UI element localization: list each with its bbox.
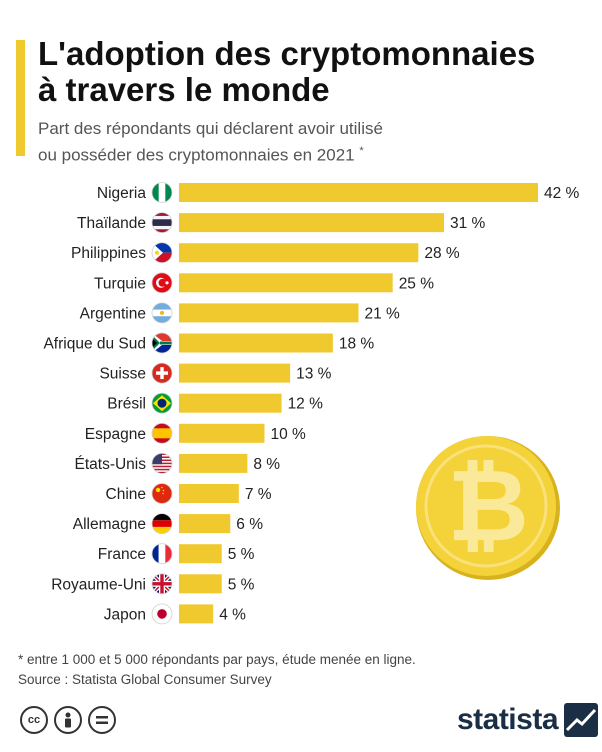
value-label: 7 %	[245, 486, 272, 503]
thailand-flag-icon	[151, 212, 173, 234]
bar	[179, 574, 222, 594]
title-line-2: à travers le monde	[38, 71, 330, 108]
value-label: 12 %	[288, 396, 324, 413]
value-label: 31 %	[450, 215, 486, 232]
value-label: 5 %	[228, 546, 255, 563]
category-label: Nigeria	[97, 185, 146, 202]
bar	[179, 273, 393, 293]
subtitle-footnote-marker: *	[359, 145, 364, 157]
bar	[179, 183, 538, 202]
category-label: Turquie	[94, 275, 146, 292]
bar	[179, 604, 214, 624]
category-label: Japon	[104, 606, 146, 623]
category-label: Suisse	[99, 366, 146, 383]
value-label: 25 %	[399, 275, 435, 292]
brand-name: statista	[456, 703, 559, 736]
value-label: 8 %	[253, 456, 280, 473]
statista-brand[interactable]: statista	[398, 700, 598, 740]
category-label: Thaïlande	[77, 215, 146, 232]
value-label: 4 %	[219, 606, 246, 623]
category-label: Espagne	[85, 426, 146, 443]
bar	[179, 363, 291, 383]
value-label: 10 %	[270, 426, 306, 443]
value-label: 28 %	[424, 245, 460, 262]
nd-icon[interactable]	[88, 706, 116, 734]
germany-flag-icon	[151, 513, 173, 534]
bar	[179, 453, 248, 473]
spain-flag-icon	[151, 422, 173, 444]
category-label: Philippines	[71, 245, 146, 262]
category-label: Afrique du Sud	[43, 336, 146, 353]
subtitle-line-1: Part des répondants qui déclarent avoir …	[38, 119, 383, 138]
chart-footnote: * entre 1 000 et 5 000 répondants par pa…	[18, 650, 588, 690]
brazil-flag-icon	[151, 392, 173, 414]
switzerland-flag-icon	[151, 362, 173, 384]
statista-logo-icon	[564, 703, 598, 737]
category-label: Allemagne	[73, 516, 146, 533]
uk-flag-icon	[151, 573, 173, 595]
footnote-source: Source : Statista Global Consumer Survey	[18, 672, 272, 687]
value-label: 21 %	[365, 305, 401, 322]
argentina-flag-icon	[151, 302, 173, 324]
category-label: Chine	[106, 486, 147, 503]
bar	[179, 484, 239, 503]
bar	[179, 544, 222, 564]
south-africa-flag-icon	[151, 332, 173, 354]
usa-flag-icon	[151, 452, 173, 474]
value-label: 6 %	[236, 516, 263, 533]
bar	[179, 303, 359, 323]
bar	[179, 243, 419, 263]
subtitle-line-2: ou posséder des cryptomonnaies en 2021	[38, 145, 355, 165]
france-flag-icon	[151, 543, 173, 565]
japan-flag-icon	[151, 603, 173, 625]
footnote-note: * entre 1 000 et 5 000 répondants par pa…	[18, 652, 416, 667]
value-label: 42 %	[544, 185, 580, 202]
bar	[179, 393, 282, 413]
bitcoin-coin-icon: ₿	[416, 436, 560, 580]
category-label: États-Unis	[75, 456, 147, 473]
title-line-1: L'adoption des cryptomonnaies	[38, 35, 536, 72]
category-label: Argentine	[80, 305, 146, 322]
chart-subtitle: Part des répondants qui déclarent avoir …	[38, 118, 578, 167]
nigeria-flag-icon	[151, 182, 173, 203]
value-label: 18 %	[339, 336, 375, 353]
bar	[179, 514, 231, 534]
category-label: France	[98, 546, 146, 563]
value-label: 5 %	[228, 576, 255, 593]
philippines-flag-icon	[151, 242, 173, 264]
turkey-flag-icon	[151, 272, 173, 294]
china-flag-icon	[151, 483, 173, 504]
bar	[179, 333, 333, 353]
category-label: Royaume-Uni	[51, 576, 146, 593]
bar	[179, 213, 444, 233]
by-icon[interactable]	[54, 706, 82, 734]
chart-title: L'adoption des cryptomonnaies à travers …	[38, 36, 598, 108]
cc-icon[interactable]: cc	[20, 706, 48, 734]
bar	[179, 423, 265, 443]
value-label: 13 %	[296, 366, 332, 383]
category-label: Brésil	[107, 396, 146, 413]
title-accent-bar	[16, 40, 25, 156]
svg-text:₿: ₿	[447, 450, 529, 562]
license-icons: cc	[20, 706, 116, 734]
